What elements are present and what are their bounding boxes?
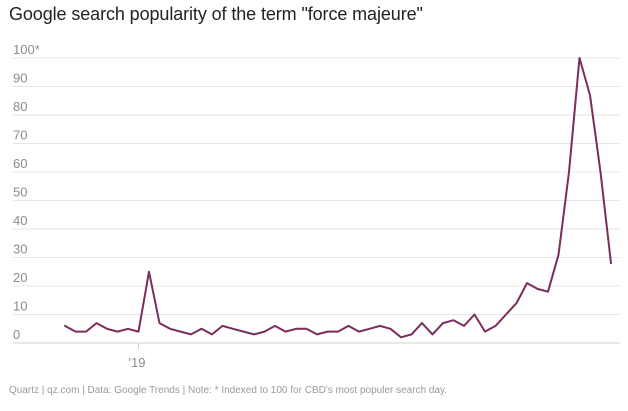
y-axis-tick-labels: 0 10 20 30 40 50 60 70 80 90 100* [13, 42, 40, 342]
y-tick-label: 50 [13, 185, 27, 200]
y-tick-label: 40 [13, 213, 27, 228]
series-layer [64, 57, 612, 339]
y-tick-label: 0 [13, 327, 20, 342]
y-tick-label: 60 [13, 156, 27, 171]
y-tick-label: 100* [13, 42, 40, 57]
x-axis-tick-labels: '19'20 [129, 343, 146, 370]
y-tick-label: 20 [13, 270, 27, 285]
x-tick-label: '19 [129, 355, 146, 370]
y-tick-label: 90 [13, 71, 27, 86]
y-tick-label: 70 [13, 128, 27, 143]
y-tick-label: 30 [13, 242, 27, 257]
gridlines [13, 57, 620, 344]
source-note: Quartz | qz.com | Data: Google Trends | … [9, 385, 448, 396]
y-tick-label: 80 [13, 99, 27, 114]
y-tick-label: 10 [13, 299, 27, 314]
series-line [64, 57, 612, 339]
chart-title: Google search popularity of the term "fo… [9, 4, 423, 24]
